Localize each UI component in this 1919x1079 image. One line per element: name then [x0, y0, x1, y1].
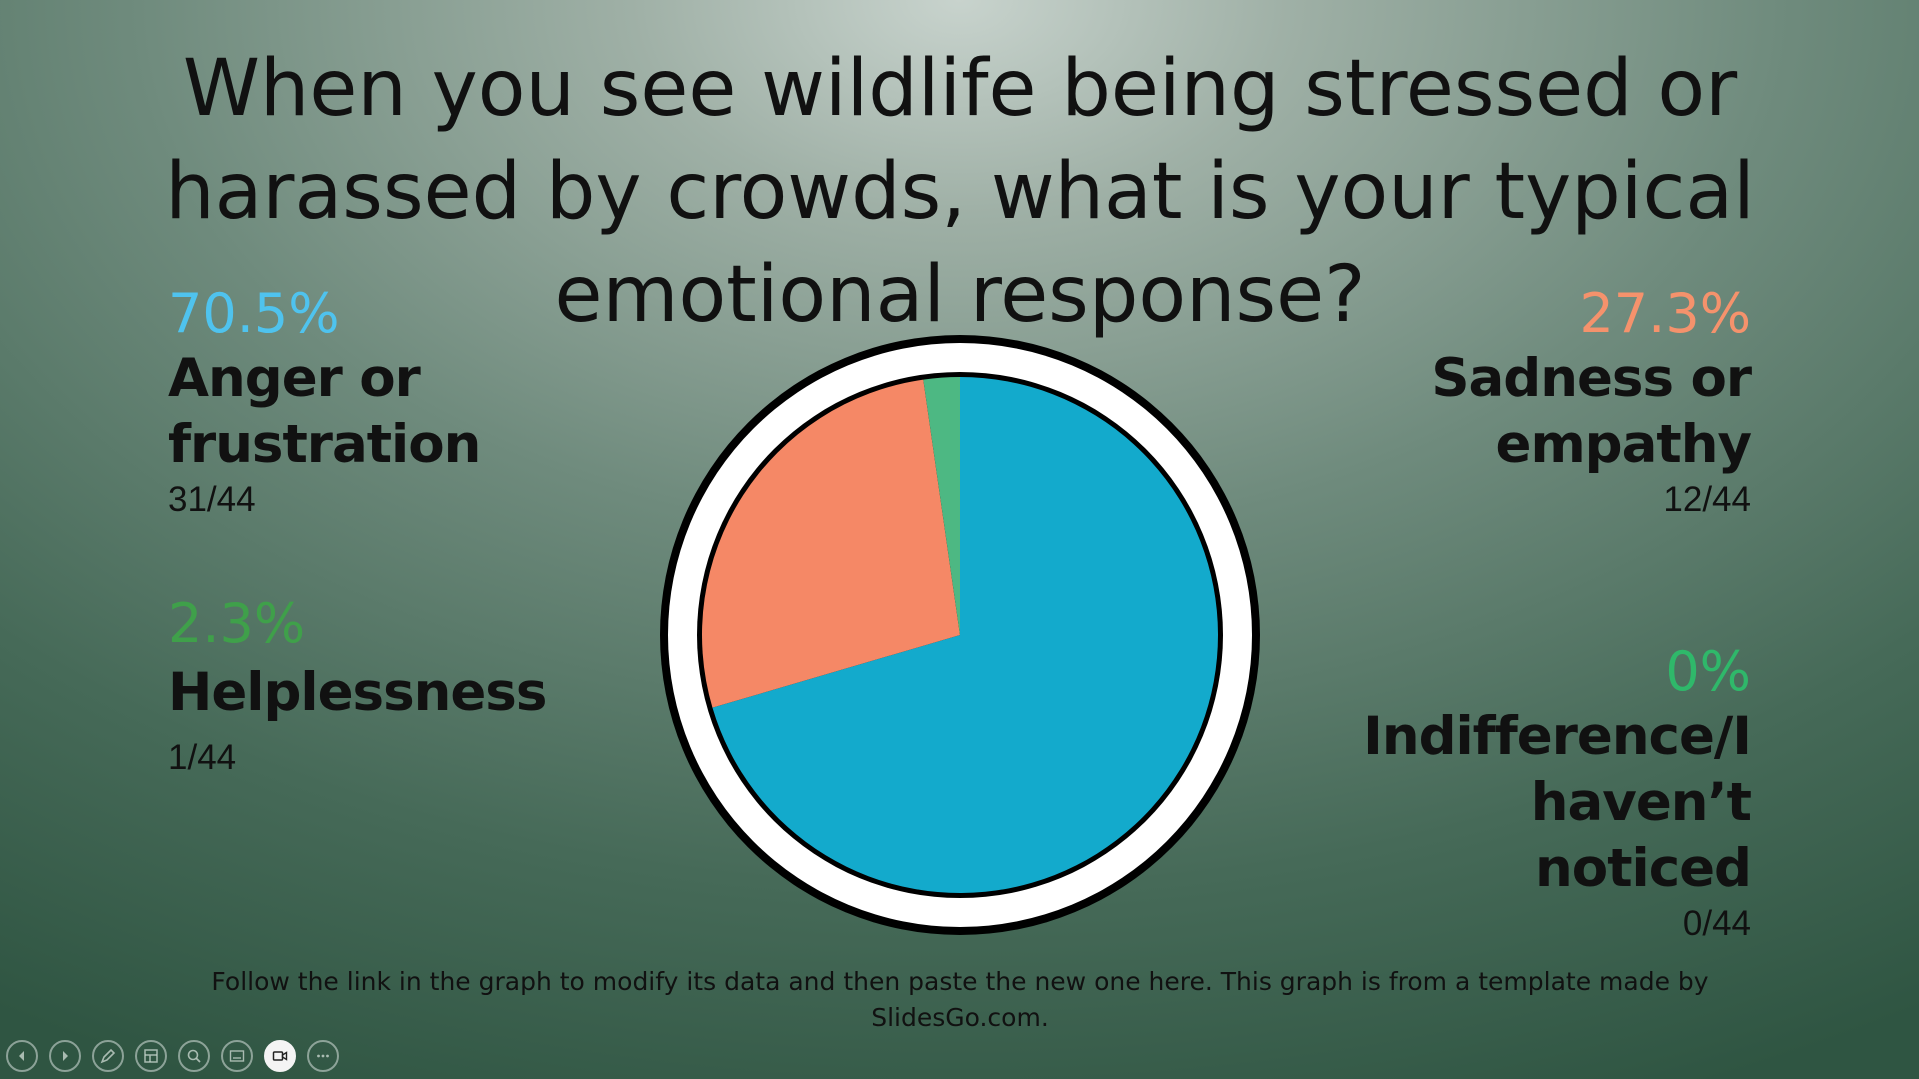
pie-chart [660, 335, 1260, 935]
stat-count: 31/44 [168, 480, 256, 519]
stat-label: Sadness or empathy [1431, 348, 1752, 475]
footer-note: Follow the link in the graph to modify i… [211, 967, 1709, 1032]
next-icon[interactable] [49, 1040, 81, 1072]
pie-slice-sadness-or-empathy [702, 379, 960, 708]
stat-helplessness: 2.3% Helplessness 1/44 [168, 592, 688, 780]
pen-icon[interactable] [92, 1040, 124, 1072]
camera-icon[interactable] [264, 1040, 296, 1072]
previous-icon[interactable] [6, 1040, 38, 1072]
stat-count: 0/44 [1682, 904, 1751, 943]
stat-percent: 70.5% [168, 282, 340, 345]
stat-label: Indifference/I haven’t noticed [1363, 706, 1752, 899]
zoom-icon[interactable] [178, 1040, 210, 1072]
stat-percent: 0% [1665, 640, 1751, 703]
stat-label: Anger or frustration [168, 348, 481, 475]
stat-indifference: 0% Indifference/I haven’t noticed 0/44 [1191, 640, 1752, 946]
stat-sadness: 27.3% Sadness or empathy 12/44 [1231, 282, 1752, 522]
slides-grid-icon[interactable] [135, 1040, 167, 1072]
stat-percent: 27.3% [1579, 282, 1751, 345]
pie-slice-helplessness [923, 377, 960, 635]
stat-count: 12/44 [1663, 480, 1751, 519]
stat-label: Helplessness [168, 662, 547, 723]
more-icon[interactable] [307, 1040, 339, 1072]
pie-slice-anger-or-frustration [712, 377, 1218, 893]
subtitles-icon[interactable] [221, 1040, 253, 1072]
stat-anger: 70.5% Anger or frustration 31/44 [168, 282, 688, 522]
stat-percent: 2.3% [168, 592, 306, 655]
stat-count: 1/44 [168, 738, 237, 777]
slide-title: When you see wildlife being stressed or … [165, 44, 1755, 340]
slideshow-toolbar [6, 1040, 339, 1074]
